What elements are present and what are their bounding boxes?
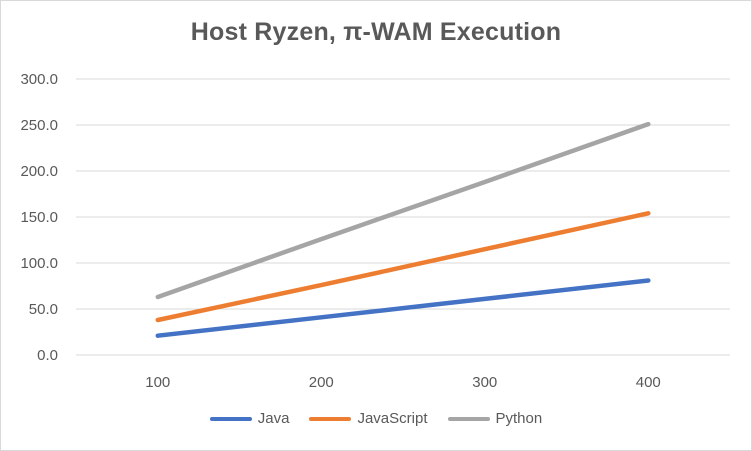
y-tick-label: 50.0: [29, 301, 58, 318]
series-line-java: [155, 278, 651, 338]
legend-item-python: Python: [447, 410, 543, 427]
y-tick-label: 100.0: [20, 255, 58, 272]
legend-swatch: [309, 416, 352, 421]
chart-title: Host Ryzen, π-WAM Execution: [190, 18, 562, 46]
x-tick-label: 200: [309, 374, 334, 391]
legend-item-java: Java: [209, 410, 290, 427]
legend-swatch: [447, 416, 490, 421]
x-tick-label: 300: [472, 374, 497, 391]
y-tick-label: 300.0: [20, 71, 58, 88]
x-tick-label: 100: [145, 374, 170, 391]
legend-item-javascript: JavaScript: [309, 410, 428, 427]
y-tick-label: 0.0: [37, 347, 58, 364]
y-tick-label: 200.0: [20, 163, 58, 180]
legend-label: Java: [257, 410, 290, 427]
x-tick-label: 400: [636, 374, 661, 391]
y-tick-label: 250.0: [20, 117, 58, 134]
y-axis-tick-labels: 0.0 50.0 100.0 150.0 200.0 250.0 300.0: [20, 71, 58, 364]
legend-label: JavaScript: [357, 410, 428, 427]
series-line-javascript: [155, 211, 651, 323]
legend: Java JavaScript Python: [1, 410, 751, 427]
legend-label: Python: [495, 410, 543, 427]
series-lines: [155, 121, 651, 338]
y-tick-label: 150.0: [20, 209, 58, 226]
series-line-python: [155, 121, 651, 300]
x-axis-tick-labels: 100 200 300 400: [145, 374, 661, 391]
legend-swatch: [209, 416, 252, 421]
